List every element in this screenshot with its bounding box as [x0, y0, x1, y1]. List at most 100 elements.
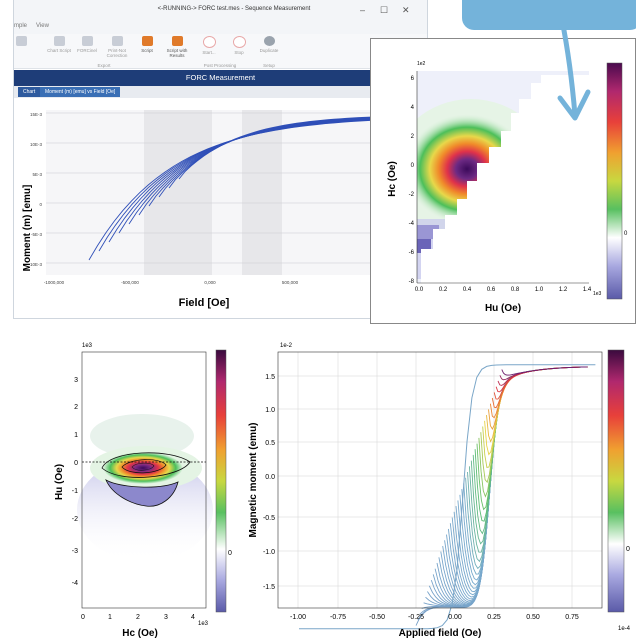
- maximize-button[interactable]: ☐: [380, 5, 389, 15]
- y-ticks: 15E-3 10E-3 5E-3 0 -5E-3 -10E-3: [28, 112, 42, 267]
- y-tick: -3: [72, 548, 78, 555]
- x-tick: -500,000: [121, 280, 139, 285]
- y-tick: -10E-3: [28, 262, 42, 267]
- script-with-results-button[interactable]: Script with Results: [162, 36, 192, 58]
- x-tick: 0: [81, 614, 85, 621]
- y-tick: -0.5: [263, 515, 275, 522]
- tab-bar: Chart Moment (m) [emu] vs Field [Oe]: [14, 86, 427, 98]
- x-axis-label: Applied field (Oe): [399, 628, 482, 639]
- x-tick: -0.25: [408, 614, 424, 621]
- colorbar-zero: 0: [626, 546, 630, 553]
- y-tick: 1.0: [265, 407, 275, 414]
- y-tick: 15E-3: [30, 112, 43, 117]
- contour-line: [101, 452, 191, 478]
- x-tick: 2: [136, 614, 140, 621]
- menu-view[interactable]: View: [36, 23, 49, 29]
- gridlines: [46, 112, 427, 264]
- y-tick: 2: [74, 404, 78, 411]
- colorbar: [215, 349, 227, 613]
- print-icon: [111, 36, 123, 46]
- x-axis-label: Field [Oe]: [179, 297, 230, 309]
- y-axis-label: Hu (Oe): [54, 464, 65, 500]
- callout-bubble: [462, 0, 636, 30]
- y-axis-label: Hc (Oe): [387, 161, 398, 197]
- y-tick: 0.5: [265, 440, 275, 447]
- plot-band: [144, 110, 212, 275]
- y-ticks: 3 2 1 0 -1 -2 -3 -4: [72, 377, 78, 587]
- print-not-correction-button[interactable]: Print-Not Correction: [102, 36, 132, 58]
- x-tick: 0.00: [448, 614, 462, 621]
- y-tick: -2: [409, 192, 415, 198]
- x-tick: 1.0: [535, 287, 544, 293]
- x-tick: 0.8: [511, 287, 520, 293]
- ribbon-toolbar: Chart Script FORCinel Print-Not Correcti…: [14, 34, 427, 69]
- x-ticks: -1.00 -0.75 -0.50 -0.25 0.00 0.25 0.50 0…: [290, 614, 579, 621]
- x-tick: 3: [164, 614, 168, 621]
- duplicate-icon: [263, 36, 275, 46]
- duplicate-button[interactable]: Duplicate: [254, 36, 284, 53]
- chart-script-button-2[interactable]: Chart Script: [44, 36, 74, 53]
- positive-peak: [103, 452, 183, 484]
- x-tick: -1000,000: [44, 280, 65, 285]
- panel-header: FORC Measurement: [14, 70, 427, 86]
- moment-field-chart: Moment (m) [emu] Field [Oe] 15E-3 10E-3 …: [22, 110, 427, 309]
- x-tick: 4: [191, 614, 195, 621]
- magnetic-moment-chart: 0 1e-2 1e-4 1.5 1.0 0.5 0.0 -0.5 -1.0 -1…: [248, 343, 631, 639]
- stop-icon: [232, 36, 246, 48]
- x-tick: 0.50: [526, 614, 540, 621]
- diffuse-region: [90, 414, 194, 458]
- x-tick: 0,000: [204, 280, 216, 285]
- plot-area: [278, 352, 602, 608]
- post-processing-group-label: Post Processing: [203, 63, 237, 68]
- menu-sample[interactable]: mple: [14, 23, 28, 29]
- y-tick: 0: [411, 163, 415, 169]
- x-multiplier: 1e3: [593, 291, 602, 297]
- plot-band: [242, 110, 282, 275]
- contour-line: [121, 459, 167, 474]
- y-tick: 0.0: [265, 474, 275, 481]
- callout-arrow: [557, 20, 591, 121]
- contour-line: [131, 462, 155, 471]
- forc-branch: [501, 366, 588, 376]
- y-ticks: 1.5 1.0 0.5 0.0 -0.5 -1.0 -1.5: [263, 374, 275, 591]
- x-axis-label: Hu (Oe): [485, 303, 521, 314]
- stop-button[interactable]: Stop: [224, 36, 254, 55]
- x-ticks: 0 1 2 3 4: [81, 614, 195, 621]
- colorbar-multiplier: 1e-4: [618, 626, 631, 632]
- start-icon: [202, 36, 216, 48]
- forc-branch-curves: [299, 364, 596, 630]
- colorbar: [606, 62, 623, 300]
- script-button[interactable]: Script: [132, 36, 162, 53]
- x-tick: -0.75: [330, 614, 346, 621]
- x-tick: 0.25: [487, 614, 501, 621]
- y-tick: 1: [74, 432, 78, 439]
- x-tick: -0.50: [369, 614, 385, 621]
- menu-bar: mple View: [14, 22, 427, 34]
- close-button[interactable]: ✕: [402, 5, 410, 15]
- start-button[interactable]: Start...: [194, 36, 224, 55]
- tab-chart[interactable]: Chart: [18, 87, 41, 97]
- y-tick: 2: [411, 134, 415, 140]
- chart-script-button[interactable]: [14, 36, 36, 48]
- setup-group-label: Setup: [263, 63, 275, 68]
- x-tick: -1.00: [290, 614, 306, 621]
- x-tick: 1.4: [583, 287, 592, 293]
- forcinel-button[interactable]: FORCinel: [72, 36, 102, 53]
- plot-frame: [81, 351, 207, 609]
- y-multiplier: 1e3: [82, 343, 93, 349]
- y-tick: -5E-3: [31, 232, 43, 237]
- y-tick: -4: [72, 580, 78, 587]
- y-tick: 1.5: [265, 374, 275, 381]
- y-tick: -1.5: [263, 584, 275, 591]
- zoomed-forc-panel: 0 1e2 1e3 6 4 2 0 -2 -4 -6 -8 0.0 0.2 0.…: [370, 38, 636, 324]
- x-multiplier: 1e3: [198, 621, 209, 627]
- gridlines: [278, 352, 602, 608]
- tab-moment-vs-field[interactable]: Moment (m) [emu] vs Field [Oe]: [40, 87, 121, 97]
- script-results-icon: [171, 36, 183, 46]
- plot-frame: [277, 351, 603, 609]
- minimize-button[interactable]: –: [360, 5, 366, 15]
- zoomed-forc-chart: 0 1e2 1e3 6 4 2 0 -2 -4 -6 -8 0.0 0.2 0.…: [387, 61, 628, 314]
- y-multiplier: 1e2: [417, 61, 426, 67]
- y-tick: 0: [74, 460, 78, 467]
- window-title: <-RUNNING-> FORC test.mes - Sequence Mea…: [157, 6, 311, 12]
